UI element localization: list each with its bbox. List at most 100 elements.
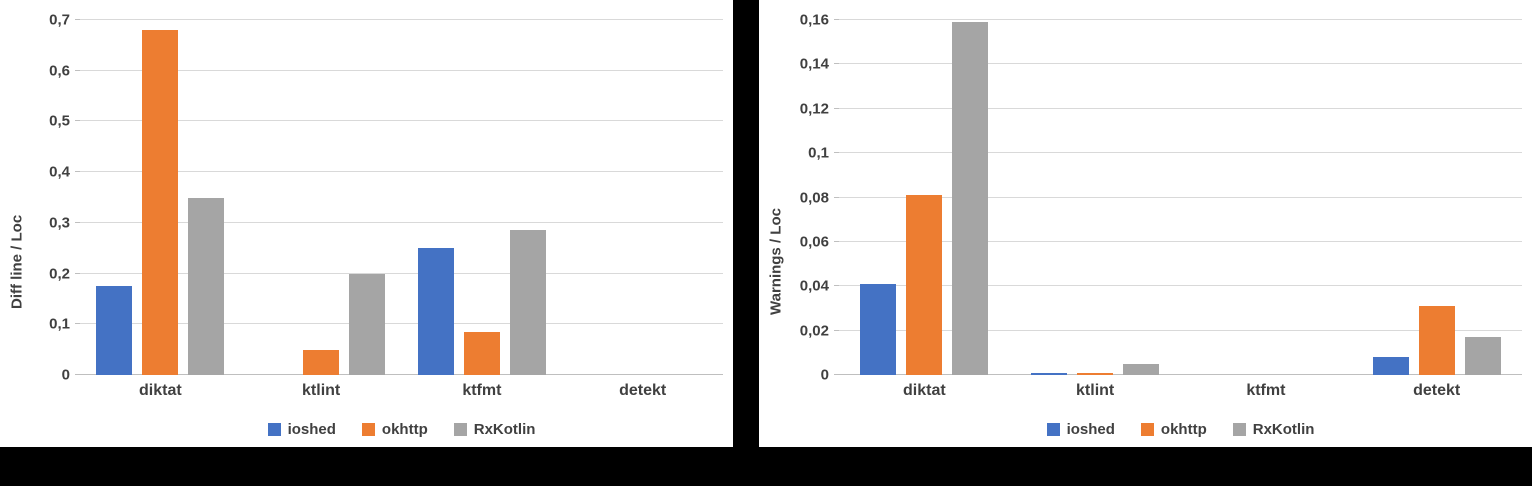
gridline bbox=[839, 329, 1522, 331]
bar-group-ktlint bbox=[1010, 20, 1181, 375]
y-tick-label: 0,7 bbox=[49, 11, 70, 29]
plot-area bbox=[80, 19, 723, 375]
bar-ioshed-ktlint bbox=[1031, 372, 1068, 375]
bar-okhttp-ktfmt bbox=[463, 331, 500, 375]
y-tick-label: 0,2 bbox=[49, 265, 70, 283]
y-tick-mark bbox=[834, 63, 839, 65]
plot-row: 0 0,1 0,2 0,3 0,4 0,5 0,6 0,7 bbox=[28, 6, 723, 384]
y-tick-label: 0,02 bbox=[799, 322, 829, 340]
bar-group-ktfmt bbox=[402, 20, 563, 375]
y-axis-tick-labels: 0 0,1 0,2 0,3 0,4 0,5 0,6 0,7 bbox=[28, 12, 80, 384]
y-tick-mark bbox=[75, 171, 80, 173]
y-tick-mark bbox=[834, 107, 839, 109]
gridline bbox=[839, 63, 1522, 65]
bar-RxKotlin-ktfmt bbox=[509, 230, 546, 375]
legend-swatch-okhttp bbox=[361, 422, 375, 436]
bar-group-ktfmt bbox=[1181, 20, 1352, 375]
y-tick-mark bbox=[834, 19, 839, 20]
y-tick-label: 0,16 bbox=[799, 11, 829, 29]
y-tick-mark bbox=[75, 374, 80, 375]
bar-ioshed-diktat bbox=[96, 286, 133, 375]
legend-item-ioshed: ioshed bbox=[1046, 420, 1115, 438]
legend-label-okhttp: okhttp bbox=[381, 420, 428, 438]
bar-group-diktat bbox=[839, 20, 1010, 375]
legend-swatch-RxKotlin bbox=[1232, 422, 1246, 436]
y-tick-label: 0,1 bbox=[49, 315, 70, 333]
bar-okhttp-detekt bbox=[1418, 306, 1455, 375]
bar-okhttp-diktat bbox=[906, 195, 943, 375]
legend-swatch-okhttp bbox=[1140, 422, 1154, 436]
y-tick-mark bbox=[75, 323, 80, 325]
chart-body: 0 0,1 0,2 0,3 0,4 0,5 0,6 0,7 diktat ktlint ktfmt… bbox=[28, 6, 723, 447]
bar-ioshed-detekt bbox=[1372, 357, 1409, 375]
gridline bbox=[80, 221, 723, 223]
y-tick-label: 0,12 bbox=[799, 100, 829, 118]
y-tick-label: 0 bbox=[61, 366, 70, 384]
legend-item-RxKotlin: RxKotlin bbox=[453, 420, 536, 438]
bar-group-diktat bbox=[80, 20, 241, 375]
y-tick-mark bbox=[834, 196, 839, 198]
gridline bbox=[80, 171, 723, 173]
legend-label-okhttp: okhttp bbox=[1160, 420, 1207, 438]
bar-RxKotlin-detekt bbox=[1464, 337, 1501, 375]
legend-item-okhttp: okhttp bbox=[361, 420, 428, 438]
y-tick-label: 0 bbox=[820, 366, 829, 384]
y-tick-mark bbox=[75, 69, 80, 71]
legend-label-ioshed: ioshed bbox=[287, 420, 336, 438]
y-tick-mark bbox=[75, 221, 80, 223]
y-tick-label: 0,14 bbox=[799, 55, 829, 73]
bar-okhttp-diktat bbox=[142, 30, 179, 375]
legend-label-RxKotlin: RxKotlin bbox=[1252, 420, 1315, 438]
y-axis-tick-labels: 0 0,02 0,04 0,06 0,08 0,1 0,12 0,14 0,16 bbox=[787, 12, 839, 384]
y-axis-title: Warnings / Loc bbox=[767, 208, 785, 315]
chart-diff-line-loc: Diff line / Loc 0 0,1 0,2 0,3 0,4 0,5 0,6 0,7 d… bbox=[6, 6, 723, 447]
gridline bbox=[839, 285, 1522, 287]
legend-label-ioshed: ioshed bbox=[1066, 420, 1115, 438]
x-axis-label-diktat: diktat bbox=[139, 382, 182, 399]
y-tick-mark bbox=[834, 285, 839, 287]
page-background: Diff line / Loc 0 0,1 0,2 0,3 0,4 0,5 0,6 0,7 d… bbox=[0, 0, 1532, 447]
y-tick-label: 0,06 bbox=[799, 233, 829, 251]
gridline bbox=[80, 120, 723, 122]
y-tick-mark bbox=[75, 120, 80, 122]
y-tick-mark bbox=[834, 374, 839, 375]
x-axis-line bbox=[80, 374, 723, 375]
plot-area bbox=[839, 19, 1522, 375]
x-axis-label-detekt: detekt bbox=[619, 382, 667, 399]
chart-card-diff-line-loc: Diff line / Loc 0 0,1 0,2 0,3 0,4 0,5 0,6 0,7 d… bbox=[0, 0, 733, 447]
gridline bbox=[839, 107, 1522, 109]
bar-ioshed-diktat bbox=[860, 284, 897, 375]
bar-okhttp-ktlint bbox=[1077, 372, 1114, 375]
x-axis-label-ktfmt: ktfmt bbox=[1246, 382, 1286, 399]
bar-RxKotlin-diktat bbox=[952, 22, 989, 375]
x-axis-labels: diktat ktlint ktfmt detekt bbox=[80, 375, 723, 408]
bar-ioshed-ktfmt bbox=[417, 248, 454, 375]
legend-swatch-RxKotlin bbox=[453, 422, 467, 436]
gridline bbox=[80, 19, 723, 20]
gridline bbox=[839, 240, 1522, 242]
bar-group-detekt bbox=[1351, 20, 1522, 375]
y-tick-mark bbox=[834, 152, 839, 154]
gridline bbox=[80, 69, 723, 71]
x-axis-line bbox=[839, 374, 1522, 375]
y-tick-mark bbox=[75, 272, 80, 274]
bar-okhttp-ktlint bbox=[303, 349, 340, 375]
legend: ioshed okhttp RxKotlin bbox=[80, 408, 723, 444]
legend-swatch-ioshed bbox=[1046, 422, 1060, 436]
y-tick-mark bbox=[834, 329, 839, 331]
y-tick-label: 0,3 bbox=[49, 214, 70, 232]
x-axis-label-diktat: diktat bbox=[903, 382, 946, 399]
y-tick-label: 0,1 bbox=[808, 144, 829, 162]
x-axis-label-detekt: detekt bbox=[1413, 382, 1461, 399]
gridline bbox=[839, 19, 1522, 20]
y-tick-label: 0,5 bbox=[49, 112, 70, 130]
legend-label-RxKotlin: RxKotlin bbox=[473, 420, 536, 438]
legend: ioshed okhttp RxKotlin bbox=[839, 408, 1522, 444]
chart-body: 0 0,02 0,04 0,06 0,08 0,1 0,12 0,14 0,16 diktat k… bbox=[787, 6, 1522, 447]
y-tick-label: 0,4 bbox=[49, 163, 70, 181]
y-tick-mark bbox=[834, 240, 839, 242]
x-axis-label-ktlint: ktlint bbox=[1076, 382, 1115, 399]
gridline bbox=[80, 323, 723, 325]
x-axis-label-ktfmt: ktfmt bbox=[462, 382, 502, 399]
chart-card-warnings-loc: Warnings / Loc 0 0,02 0,04 0,06 0,08 0,1 0,12 0… bbox=[759, 0, 1532, 447]
